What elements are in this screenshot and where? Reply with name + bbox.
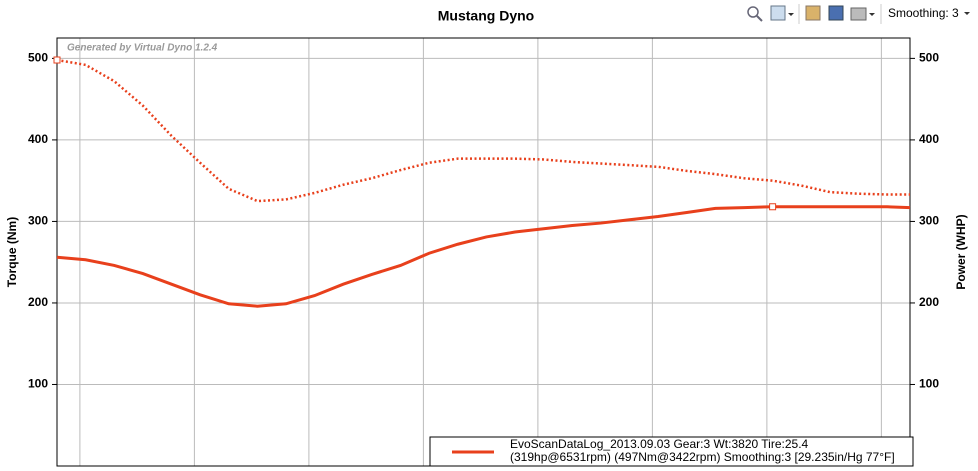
y-tick-label: 100: [28, 377, 48, 391]
print-icon[interactable]: [850, 7, 867, 21]
legend-text: (319hp@6531rpm) (497Nm@3422rpm) Smoothin…: [510, 450, 895, 464]
dropdown-arrow: [869, 13, 875, 16]
watermark: Generated by Virtual Dyno 1.2.4: [67, 43, 218, 54]
legend-box: [429, 436, 914, 467]
peak-marker: [53, 56, 61, 64]
y2-tick-label: 400: [919, 132, 939, 146]
y2-tick-label: 200: [919, 295, 939, 309]
peak-marker: [769, 203, 777, 211]
y2-tick-label: 300: [919, 214, 939, 228]
y2-tick-label: 100: [919, 377, 939, 391]
dropdown-arrow: [788, 13, 794, 16]
y-axis-label: Torque (Nm): [5, 217, 19, 287]
series-line: [56, 58, 910, 203]
zoom-icon[interactable]: [747, 6, 759, 18]
y2-axis-label: Power (WHP): [954, 214, 968, 289]
copy-icon[interactable]: [805, 5, 821, 21]
dropdown-arrow: [964, 12, 970, 15]
zoom-handle: [756, 15, 763, 22]
legend-text: EvoScanDataLog_2013.09.03 Gear:3 Wt:3820…: [510, 437, 809, 451]
y-tick-label: 200: [28, 295, 48, 309]
toolbar: Smoothing: 3: [747, 4, 970, 24]
y-tick-label: 400: [28, 132, 48, 146]
smoothing-dropdown[interactable]: Smoothing: 3: [888, 6, 959, 20]
settings-icon[interactable]: [770, 5, 786, 21]
chart-title: Mustang Dyno: [438, 8, 534, 24]
y-tick-label: 500: [28, 51, 48, 65]
y-tick-label: 300: [28, 214, 48, 228]
save-icon[interactable]: [828, 5, 844, 21]
legend: EvoScanDataLog_2013.09.03 Gear:3 Wt:3820…: [429, 436, 914, 467]
y2-tick-label: 500: [919, 51, 939, 65]
